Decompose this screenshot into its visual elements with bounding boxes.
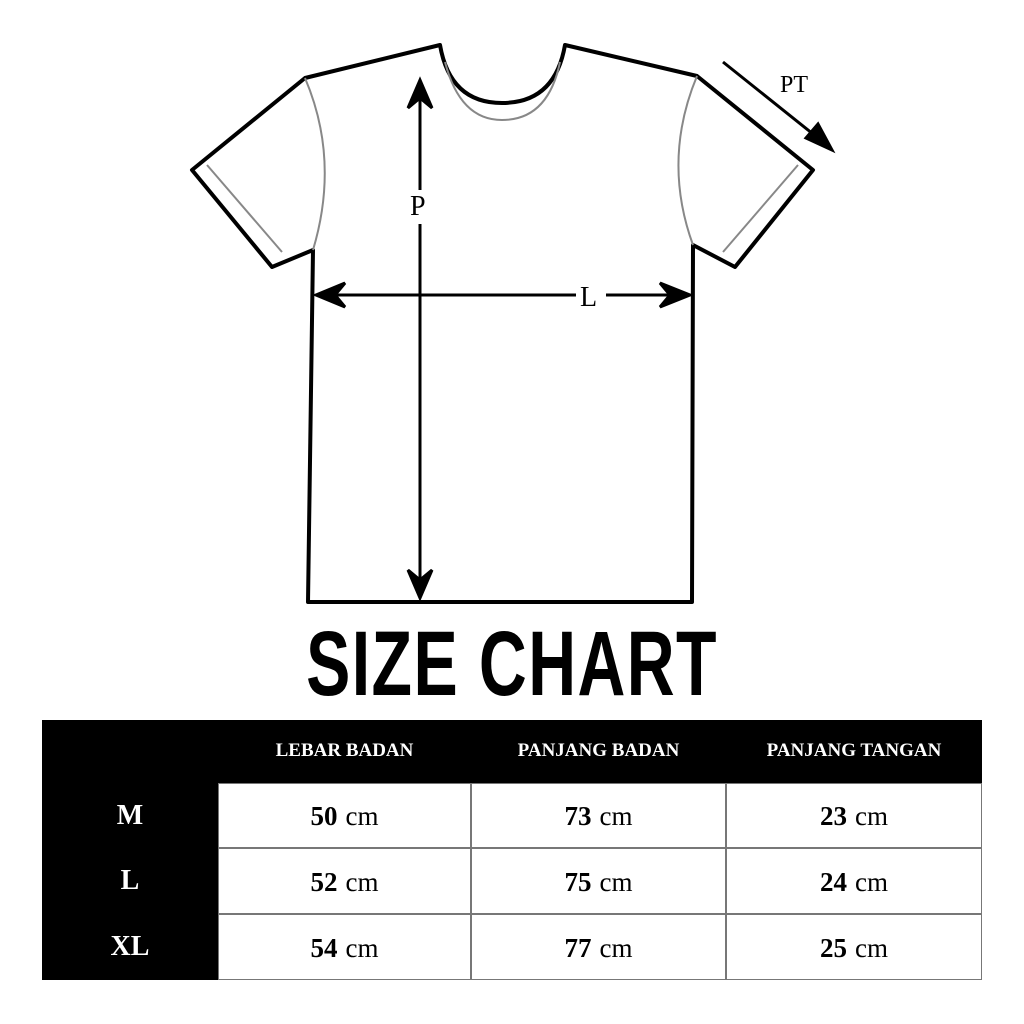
measurement-value: 50 xyxy=(310,801,338,831)
table-cell: 23 cm xyxy=(726,783,982,848)
right-cuff-seam xyxy=(722,164,799,253)
measurement-value: 73 xyxy=(564,801,592,831)
unit: cm xyxy=(855,801,888,831)
size-table: LEBAR BADAN PANJANG BADAN PANJANG TANGAN… xyxy=(42,720,982,980)
table-cell: 24 cm xyxy=(726,848,982,914)
page-title: SIZE CHART xyxy=(306,613,718,715)
left-sleeve-seam xyxy=(304,77,326,251)
measurement-value: 54 xyxy=(310,933,338,963)
width-label: L xyxy=(580,282,597,313)
measurement-value: 24 xyxy=(820,867,847,897)
sleeve-label: PT xyxy=(780,72,808,98)
table-cell: 73 cm xyxy=(471,783,726,848)
left-cuff-seam xyxy=(206,164,283,253)
table-cell: 77 cm xyxy=(471,914,726,980)
table-cell: 75 cm xyxy=(471,848,726,914)
collar-seam xyxy=(444,61,561,122)
right-sleeve-seam xyxy=(677,75,698,246)
measurement-value: 75 xyxy=(564,867,592,897)
table-cell: 25 cm xyxy=(726,914,982,980)
length-label: P xyxy=(410,191,426,222)
unit: cm xyxy=(599,867,633,897)
measurement-value: 23 xyxy=(820,801,847,831)
table-cell: 50 cm xyxy=(218,783,471,848)
unit: cm xyxy=(855,867,888,897)
measurement-value: 52 xyxy=(310,867,338,897)
shirt-outline xyxy=(190,43,815,604)
table-cell: 54 cm xyxy=(218,914,471,980)
size-label: L xyxy=(120,865,140,896)
measurement-value: 25 xyxy=(820,933,847,963)
table-cell: 52 cm xyxy=(218,848,471,914)
unit: cm xyxy=(345,867,379,897)
measurement-value: 77 xyxy=(564,933,592,963)
unit: cm xyxy=(599,933,633,963)
size-label: XL xyxy=(110,931,150,962)
unit: cm xyxy=(345,933,379,963)
column-header: PANJANG TANGAN xyxy=(766,740,942,761)
column-header: PANJANG BADAN xyxy=(517,740,680,761)
column-header: LEBAR BADAN xyxy=(275,740,414,761)
unit: cm xyxy=(599,801,633,831)
tshirt-diagram: P L PT xyxy=(190,43,836,604)
unit: cm xyxy=(855,933,888,963)
unit: cm xyxy=(345,801,379,831)
size-label: M xyxy=(116,800,144,831)
